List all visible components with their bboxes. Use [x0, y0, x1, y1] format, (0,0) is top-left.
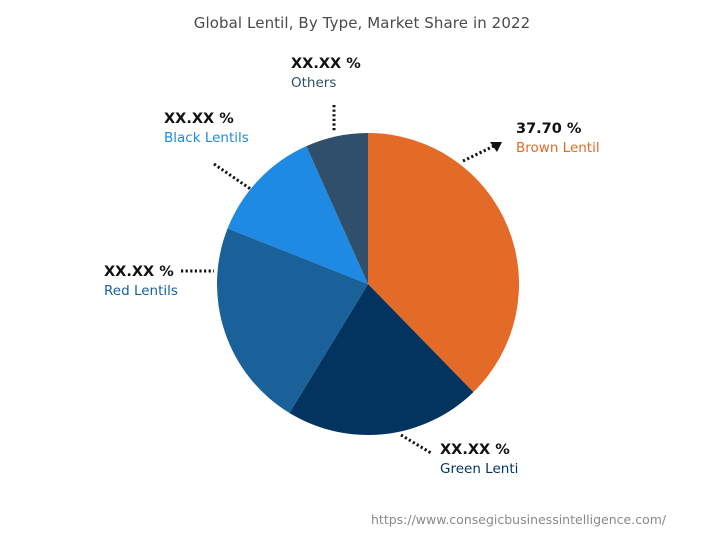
- value-red-lentils: XX.XX %: [104, 264, 174, 280]
- label-others: XX.XX % Others: [291, 55, 361, 92]
- pie-slice-green-lenti: [289, 284, 474, 435]
- pie-slice-brown-lentil: [368, 133, 519, 393]
- label-green-lentil: XX.XX % Green Lenti: [440, 441, 518, 478]
- leader-line-brown: [462, 144, 495, 163]
- leader-lines: [181, 105, 495, 455]
- pie-slice-red-lentils: [216, 228, 368, 413]
- pie-slice-black-lentils: [227, 146, 368, 284]
- pie-slice-others: [306, 133, 368, 284]
- name-others: Others: [291, 75, 337, 92]
- value-green-lentil: XX.XX %: [440, 442, 510, 458]
- leader-line-black: [213, 162, 253, 192]
- label-red-lentils: XX.XX % Red Lentils: [104, 263, 178, 300]
- name-black-lentils: Black Lentils: [164, 130, 249, 147]
- value-others: XX.XX %: [291, 56, 361, 72]
- pie-slices: [216, 133, 519, 435]
- name-green-lentil: Green Lenti: [440, 461, 519, 478]
- label-brown-lentil: 37.70 % Brown Lentil: [516, 120, 600, 157]
- value-black-lentils: XX.XX %: [164, 111, 234, 127]
- arrow-head-icon: [490, 142, 502, 152]
- leader-line-green: [400, 433, 432, 455]
- value-brown-lentil: 37.70 %: [516, 121, 582, 137]
- label-black-lentils: XX.XX % Black Lentils: [164, 110, 249, 147]
- chart-title: Global Lentil, By Type, Market Share in …: [193, 14, 531, 32]
- name-red-lentils: Red Lentils: [104, 283, 178, 300]
- source-url[interactable]: https://www.consegicbusinessintelligence…: [371, 512, 667, 527]
- name-brown-lentil: Brown Lentil: [516, 140, 600, 157]
